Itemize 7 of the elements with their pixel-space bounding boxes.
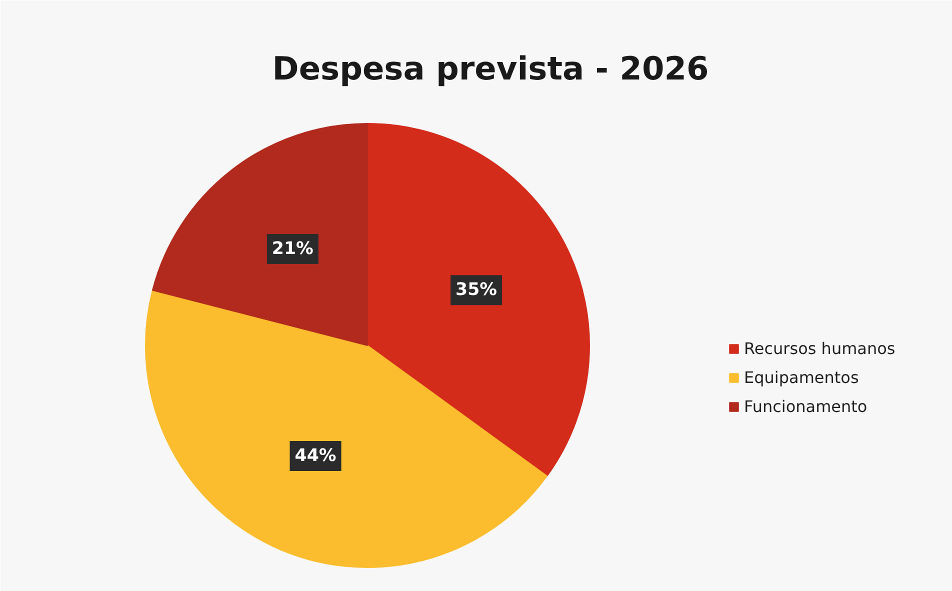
data-label: 35% bbox=[456, 280, 498, 300]
data-label: 21% bbox=[272, 239, 314, 260]
legend-label: Equipamentos bbox=[744, 368, 859, 387]
legend-label: Funcionamento bbox=[744, 397, 868, 416]
legend-label: Recursos humanos bbox=[744, 339, 896, 358]
data-label: 44% bbox=[294, 446, 336, 466]
chart-title: Despesa prevista - 2026 bbox=[272, 50, 709, 88]
